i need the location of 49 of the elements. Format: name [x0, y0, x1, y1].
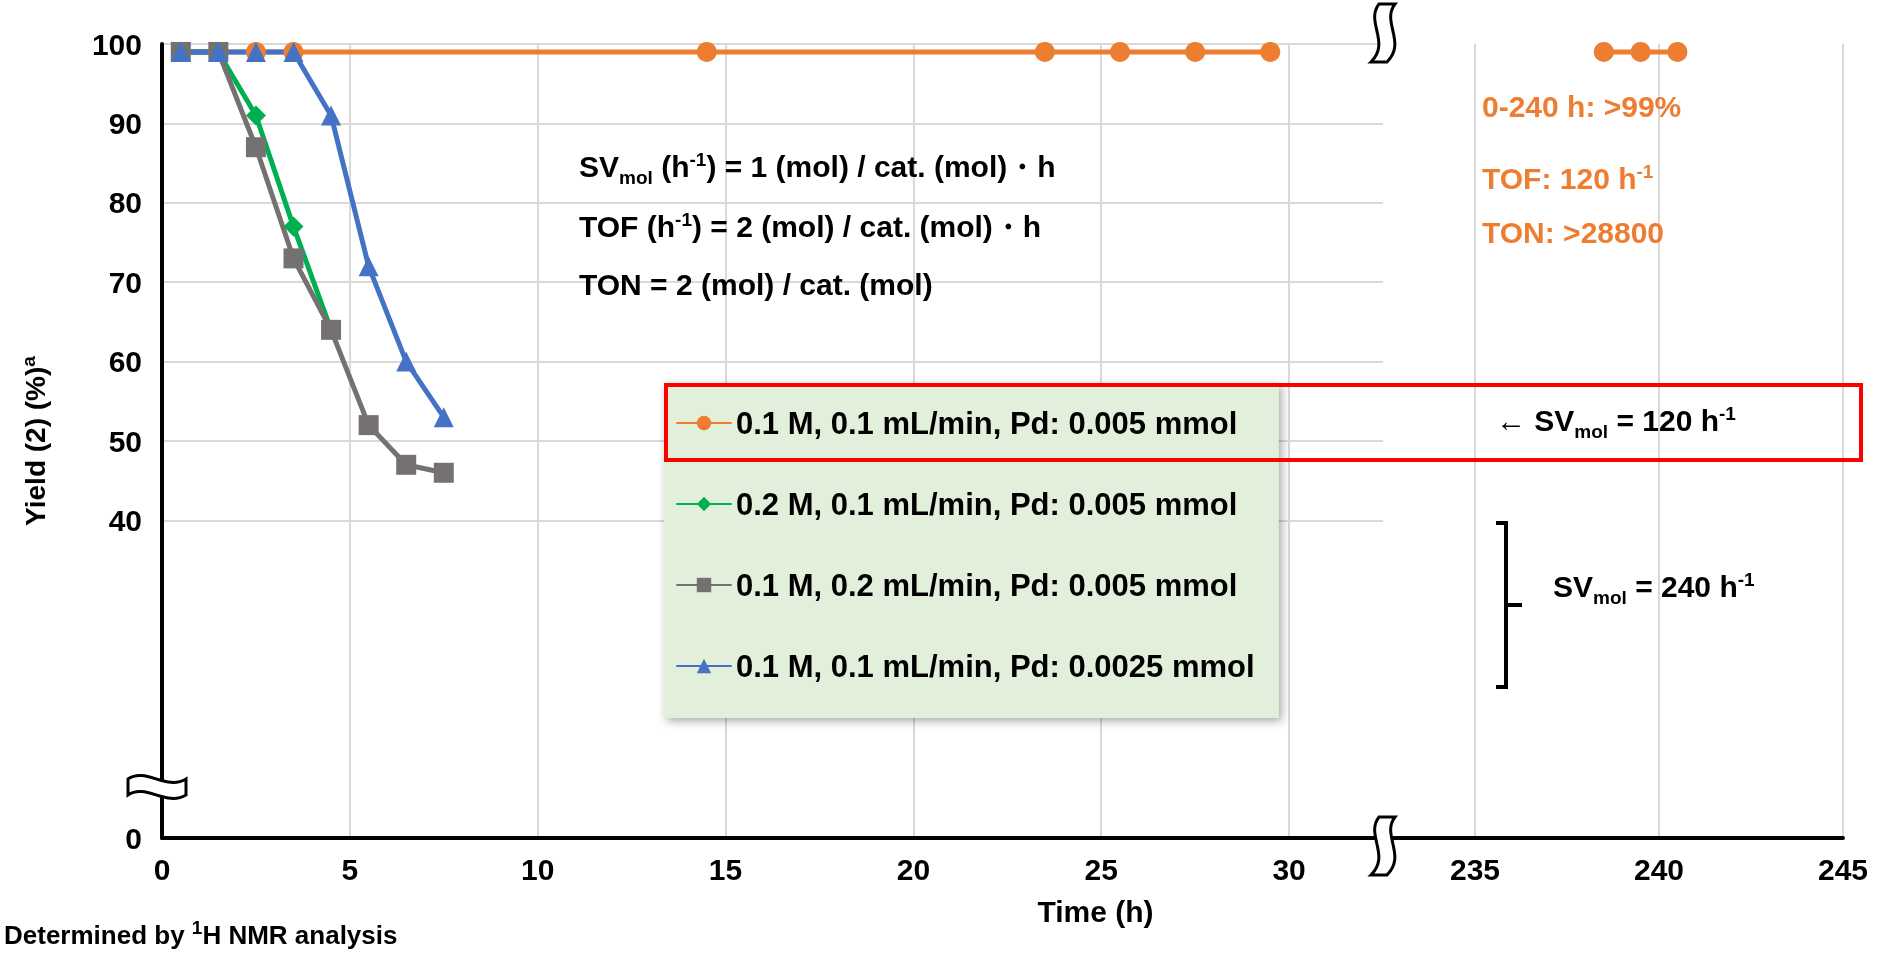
y-tick-label: 100: [91, 27, 142, 61]
x-tick-label: 235: [1449, 852, 1501, 886]
x-axis-title: Time (h): [1037, 894, 1154, 928]
point: [358, 256, 379, 277]
y-tick-label: 50: [108, 424, 142, 458]
point: [1110, 41, 1131, 62]
point: [1185, 41, 1206, 62]
x-tick-label: 5: [341, 852, 359, 886]
x-tick-label: 30: [1272, 852, 1306, 886]
x-tick-label: 15: [708, 852, 743, 886]
y-tick-label: 0: [125, 821, 142, 855]
x-tick-label: 10: [521, 852, 555, 886]
annotation: TOF: 120 h$^{-1}$: [1482, 161, 1654, 195]
y-tick-label: 90: [108, 106, 142, 140]
legend-label: 0.2 M, 0.1 mL/min, Pd: 0.005 mmol: [736, 486, 1238, 522]
y-tick-label: 40: [108, 503, 142, 537]
y-tick-label: 70: [108, 265, 142, 299]
point: [245, 105, 266, 126]
x-tick-label: 0: [153, 852, 171, 886]
annotation: TOF (h$^{-1}$) = 2 (mol) / cat. (mol)・h: [579, 209, 1042, 243]
legend-label: 0.1 M, 0.1 mL/min, Pd: 0.005 mmol: [736, 405, 1238, 441]
point: [396, 454, 417, 475]
text: Determined by $^{1}$H NMR analysis: [4, 917, 398, 950]
x-tick-label: 25: [1084, 852, 1118, 886]
legend-label: 0.1 M, 0.2 mL/min, Pd: 0.005 mmol: [736, 567, 1238, 603]
point: [433, 407, 454, 428]
point: [433, 462, 454, 483]
legend-label: 0.1 M, 0.1 mL/min, Pd: 0.0025 mmol: [736, 648, 1255, 684]
point: [283, 248, 304, 269]
point: [321, 105, 342, 126]
point: [283, 216, 304, 237]
point: [396, 351, 417, 372]
y-tick-label: 60: [108, 345, 142, 379]
annotation: ← SV$_{mol}$ = 120 h$^{-1}$: [1496, 403, 1736, 442]
point: [245, 137, 266, 158]
annotation: SV$_{mol}$ = 240 h$^{-1}$: [1553, 569, 1755, 608]
y-tick-label: 80: [108, 186, 142, 220]
x-tick-label: 20: [896, 852, 931, 886]
y-axis-title: Yield (2) (%)a: [18, 355, 51, 526]
point: [358, 415, 379, 436]
point: [1260, 41, 1281, 62]
point: [1034, 41, 1055, 62]
annotation: 0-240 h: >99%: [1482, 90, 1682, 123]
x-tick-label: 240: [1633, 852, 1685, 886]
annotation: SV$_{mol}$ (h$^{-1}$) = 1 (mol) / cat. (mol)・h: [579, 149, 1056, 188]
point: [696, 41, 717, 62]
annotation: TON = 2 (mol) / cat. (mol): [579, 268, 933, 301]
annotation: TON: >28800: [1482, 216, 1665, 249]
x-tick-label: 245: [1817, 852, 1869, 886]
